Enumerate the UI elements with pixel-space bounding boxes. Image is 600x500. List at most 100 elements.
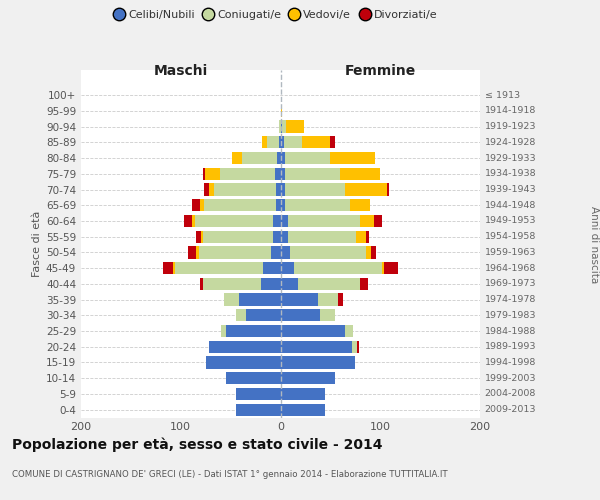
Bar [281, 168, 286, 180]
Text: 1989-1993: 1989-1993 [485, 342, 536, 351]
Bar [331, 136, 335, 148]
Bar [196, 246, 199, 258]
Bar [331, 152, 375, 164]
Text: 1999-2003: 1999-2003 [485, 374, 536, 382]
Bar [286, 120, 304, 132]
Bar [214, 184, 275, 196]
Bar [203, 168, 205, 180]
Text: 1924-1928: 1924-1928 [485, 138, 536, 147]
Bar [286, 168, 340, 180]
Y-axis label: Fasce di età: Fasce di età [32, 210, 42, 277]
Bar [192, 215, 195, 227]
Bar [320, 309, 335, 322]
Text: 2004-2008: 2004-2008 [485, 390, 536, 398]
Bar [271, 246, 281, 258]
Bar [298, 278, 360, 290]
Bar [281, 199, 286, 211]
Bar [281, 246, 290, 258]
Text: 1944-1948: 1944-1948 [485, 200, 536, 209]
Bar [387, 184, 389, 196]
Bar [188, 246, 196, 258]
Legend: Celibi/Nubili, Coniugati/e, Vedovi/e, Divorziati/e: Celibi/Nubili, Coniugati/e, Vedovi/e, Di… [110, 6, 442, 25]
Text: 1914-1918: 1914-1918 [485, 106, 536, 116]
Bar [203, 184, 209, 196]
Bar [275, 199, 281, 211]
Bar [203, 199, 275, 211]
Text: 1969-1973: 1969-1973 [485, 280, 536, 288]
Bar [200, 199, 203, 211]
Text: 1939-1943: 1939-1943 [485, 185, 536, 194]
Bar [281, 278, 298, 290]
Bar [272, 215, 281, 227]
Text: Femmine: Femmine [344, 64, 416, 78]
Bar [289, 230, 356, 243]
Bar [239, 294, 281, 306]
Bar [275, 168, 281, 180]
Bar [289, 215, 360, 227]
Bar [236, 404, 281, 416]
Bar [319, 294, 338, 306]
Bar [281, 105, 283, 117]
Bar [281, 230, 289, 243]
Bar [281, 294, 319, 306]
Bar [281, 120, 283, 132]
Text: 1929-1933: 1929-1933 [485, 154, 536, 162]
Bar [203, 230, 272, 243]
Bar [338, 294, 343, 306]
Bar [340, 168, 380, 180]
Text: 1994-1998: 1994-1998 [485, 358, 536, 367]
Bar [366, 246, 371, 258]
Text: 1984-1988: 1984-1988 [485, 326, 536, 336]
Bar [281, 372, 335, 384]
Bar [278, 136, 281, 148]
Bar [281, 388, 325, 400]
Bar [236, 309, 245, 322]
Text: Maschi: Maschi [154, 64, 208, 78]
Bar [360, 215, 374, 227]
Text: COMUNE DI CASTRIGNANO DE' GRECI (LE) - Dati ISTAT 1° gennaio 2014 - Elaborazione: COMUNE DI CASTRIGNANO DE' GRECI (LE) - D… [12, 470, 448, 479]
Bar [221, 325, 226, 337]
Bar [281, 340, 352, 353]
Bar [350, 199, 370, 211]
Bar [281, 356, 355, 368]
Bar [275, 184, 281, 196]
Bar [281, 404, 325, 416]
Bar [200, 230, 203, 243]
Bar [360, 278, 368, 290]
Bar [175, 262, 263, 274]
Bar [281, 325, 346, 337]
Bar [281, 184, 286, 196]
Bar [199, 246, 271, 258]
Bar [242, 152, 277, 164]
Bar [281, 309, 320, 322]
Text: 1974-1978: 1974-1978 [485, 295, 536, 304]
Bar [236, 388, 281, 400]
Bar [184, 215, 192, 227]
Bar [281, 262, 295, 274]
Bar [272, 230, 281, 243]
Bar [366, 230, 369, 243]
Bar [382, 262, 384, 274]
Text: Anni di nascita: Anni di nascita [589, 206, 599, 284]
Bar [278, 120, 281, 132]
Bar [277, 152, 281, 164]
Bar [352, 340, 358, 353]
Text: 1959-1963: 1959-1963 [485, 248, 536, 257]
Text: 1949-1953: 1949-1953 [485, 216, 536, 226]
Bar [263, 262, 281, 274]
Bar [356, 230, 366, 243]
Bar [262, 136, 266, 148]
Text: ≤ 1913: ≤ 1913 [485, 90, 520, 100]
Text: 2009-2013: 2009-2013 [485, 405, 536, 414]
Text: Popolazione per età, sesso e stato civile - 2014: Popolazione per età, sesso e stato civil… [12, 438, 383, 452]
Bar [232, 152, 242, 164]
Bar [384, 262, 398, 274]
Bar [295, 262, 382, 274]
Bar [200, 278, 203, 290]
Bar [346, 184, 387, 196]
Bar [209, 184, 214, 196]
Bar [283, 120, 286, 132]
Bar [206, 356, 281, 368]
Bar [203, 278, 260, 290]
Text: 1954-1958: 1954-1958 [485, 232, 536, 241]
